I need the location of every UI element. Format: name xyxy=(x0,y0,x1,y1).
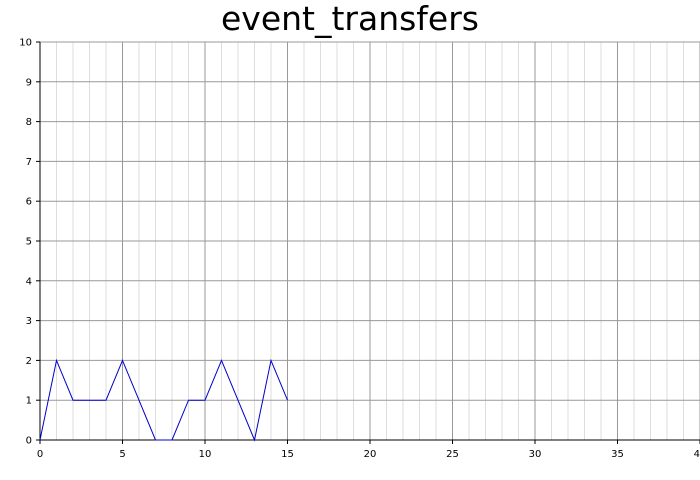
y-tick-labels: 0 1 2 3 4 5 6 7 8 9 10 xyxy=(19,38,32,447)
series-line-0 xyxy=(39,358,288,442)
major-gridlines xyxy=(39,41,700,441)
x-tick-label: 40 xyxy=(694,449,700,460)
x-tick-label: 15 xyxy=(281,449,294,460)
y-tick-label: 0 xyxy=(26,436,32,447)
y-tick-label: 8 xyxy=(26,117,32,128)
series-layer xyxy=(39,358,288,442)
x-tick-label: 25 xyxy=(446,449,459,460)
chart-title: event_transfers xyxy=(220,0,479,38)
y-tick-label: 2 xyxy=(26,356,32,367)
y-tick-label: 1 xyxy=(26,396,32,407)
y-tick-label: 4 xyxy=(26,276,32,287)
y-tick-label: 3 xyxy=(26,316,32,327)
y-tick-label: 7 xyxy=(26,157,32,168)
axes xyxy=(36,41,700,444)
x-tick-label: 5 xyxy=(119,449,125,460)
y-tick-label: 10 xyxy=(19,38,32,49)
x-tick-label: 10 xyxy=(199,449,212,460)
x-tick-label: 0 xyxy=(37,449,43,460)
y-tick-label: 9 xyxy=(26,77,32,88)
x-tick-label: 20 xyxy=(364,449,377,460)
y-tick-label: 5 xyxy=(26,237,32,248)
x-tick-labels: 0 5 10 15 20 25 30 35 40 xyxy=(37,449,700,460)
x-tick-label: 35 xyxy=(611,449,624,460)
x-tick-label: 30 xyxy=(529,449,542,460)
y-tick-label: 6 xyxy=(26,197,32,208)
